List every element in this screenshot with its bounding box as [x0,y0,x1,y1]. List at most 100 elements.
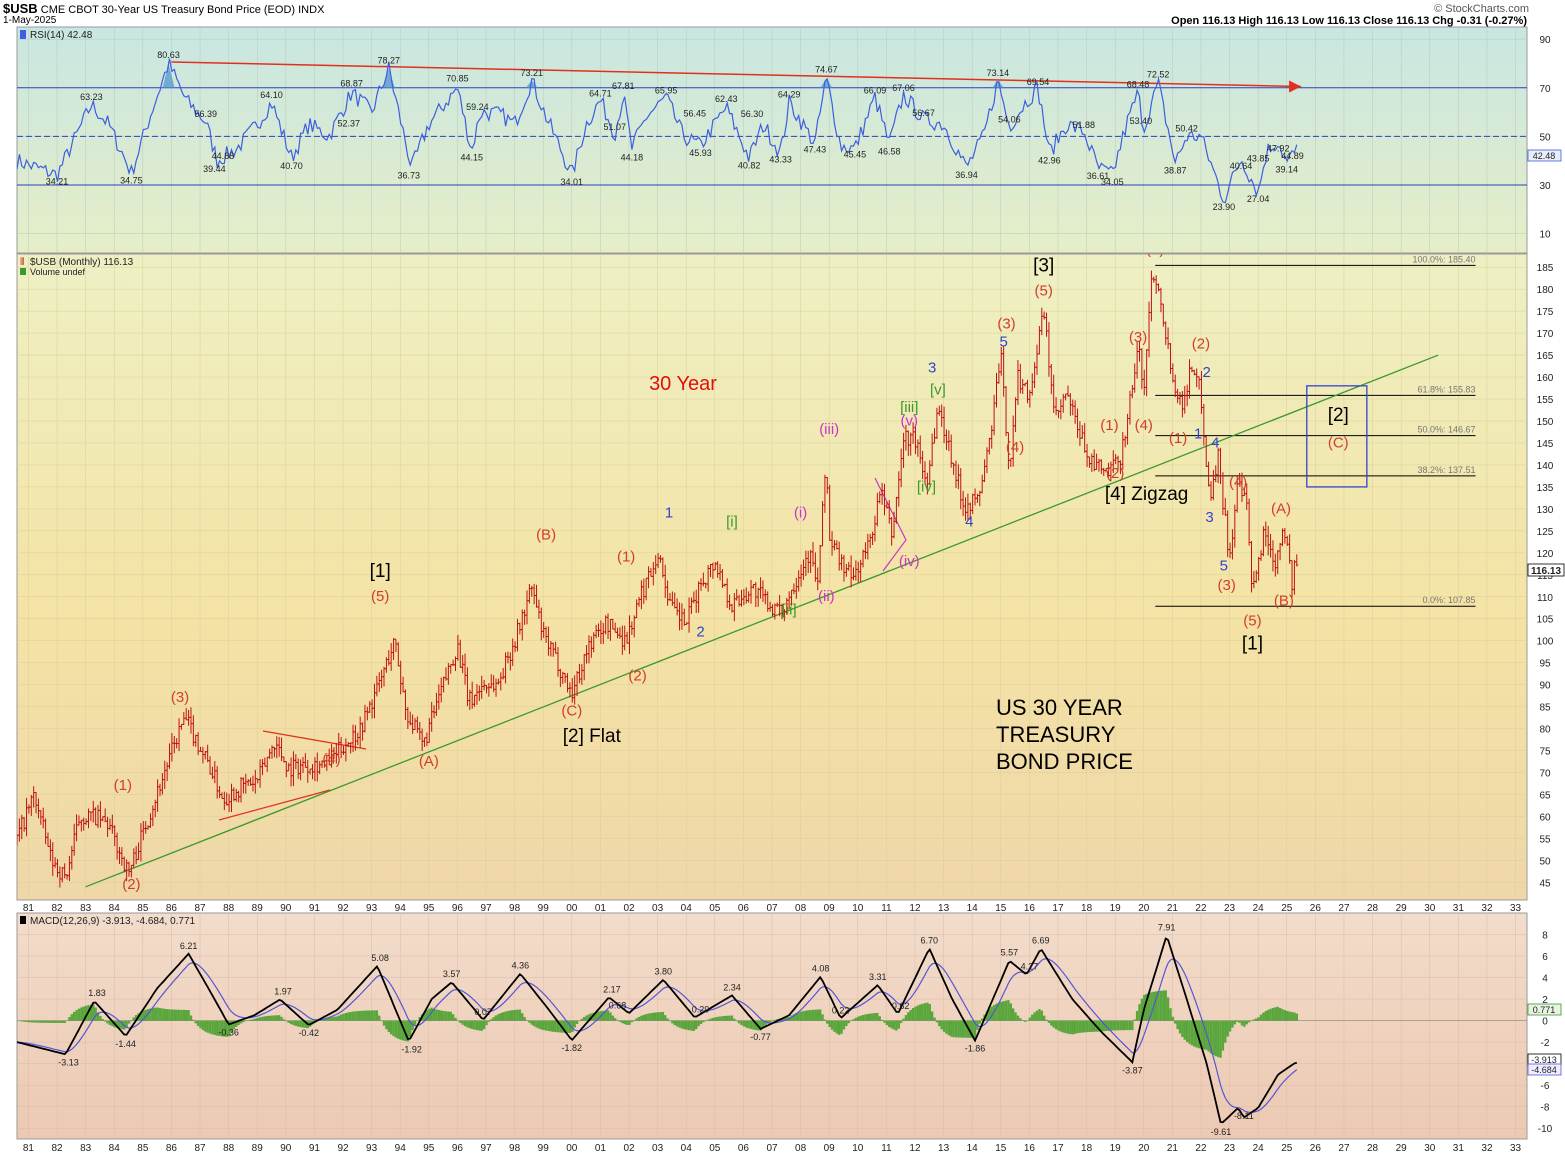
macd-hist-bar [1276,1006,1279,1021]
macd-hist-bar [416,1020,419,1021]
macd-hist-bar [401,1020,405,1041]
macd-hist-bar [563,1020,567,1033]
macd-hist-bar [437,1010,441,1021]
x-tick-label: 81 [23,1143,35,1154]
macd-hist-bar [213,1020,217,1036]
rsi-value-label: 43.85 [1247,153,1270,163]
macd-hist-bar [1197,1020,1201,1049]
macd-hist-bar [733,1018,736,1021]
x-tick-label: 10 [852,1143,864,1154]
macd-hist-bar [1014,1012,1017,1021]
macd-hist-bar [1090,1020,1094,1032]
macd-hist-bar [475,1020,479,1031]
macd-hist-bar [852,1019,855,1021]
macd-hist-bar [387,1020,390,1033]
macd-hist-bar [980,1018,984,1021]
x-tick-label: 86 [166,1143,178,1154]
wave-labels: (1) (2) (3) (4) (5) [1] (A) (B) (C) [2] Flat (1) (2… [114,254,1349,893]
macd-hist-bar [351,1011,355,1021]
x-tick-label: 05 [709,1143,721,1154]
price-y-tick: 85 [1539,703,1551,714]
x-tick-label: 87 [194,1143,206,1154]
x-tick-label: 92 [337,903,349,914]
macd-hist-bar [1278,1007,1282,1021]
macd-hist-bar [749,1020,753,1030]
macd-hist-bar [294,1020,298,1026]
macd-hist-bar [404,1020,407,1042]
macd-hist-bar [942,1020,946,1032]
macd-hist-bar [1000,1001,1003,1021]
macd-hist-bar [1164,990,1167,1021]
price-y-tick: 110 [1537,593,1553,604]
macd-hist-bar [277,1015,281,1021]
rsi-value-label: 66.09 [864,85,887,95]
macd-hist-bar [194,1020,197,1024]
macd-value-label: -0.42 [298,1028,319,1038]
x-tick-label: 17 [1052,1143,1064,1154]
macd-y-tick: 0 [1542,1017,1548,1028]
macd-hist-bar [1286,1010,1289,1021]
diagonal-wedge [874,477,907,572]
macd-hist-bar [392,1020,395,1037]
macd-hist-bar [902,1018,905,1021]
macd-hist-bar [625,1020,629,1025]
macd-hist-bar [833,1020,836,1032]
macd-hist-bar [349,1011,352,1021]
macd-hist-bar [1157,991,1160,1021]
price-y-tick: 100 [1537,637,1554,648]
macd-hist-bar [1166,997,1170,1021]
macd-hist-bar [1052,1020,1055,1028]
macd-hist-bar [1026,1020,1029,1022]
macd-hist-bar [347,1012,350,1021]
x-tick-label: 81 [23,903,35,914]
x-tick-label: 90 [280,1143,292,1154]
x-tick-label: 99 [538,1143,550,1154]
macd-hist-bar [354,1011,357,1021]
x-tick-label: 25 [1281,1143,1293,1154]
macd-hist-bar [811,1009,815,1021]
macd-hist-bar [201,1020,205,1031]
macd-hist-bar [807,1010,810,1021]
rsi-value-label: 36.94 [955,170,978,180]
macd-hist-bar [1057,1020,1060,1031]
x-tick-label: 84 [109,1143,121,1154]
price-y-tick: 135 [1537,483,1554,494]
macd-hist-bar [1240,1020,1244,1026]
macd-hist-bar [1085,1020,1089,1033]
macd-hist-bar [849,1020,853,1022]
rsi-value-label: 68.48 [1127,79,1150,89]
macd-value-label: -9.61 [1211,1127,1232,1137]
macd-hist-bar [640,1015,643,1021]
macd-hist-bar [456,1020,460,1022]
macd-hist-bar [583,1016,586,1021]
macd-hist-bar [251,1019,255,1021]
macd-hist-bar [580,1018,584,1021]
price-y-tick: 150 [1537,417,1554,428]
macd-hist-bar [1207,1020,1210,1052]
macd-hist-bar [344,1012,348,1021]
rsi-value-label: 36.73 [398,171,421,181]
price-y-tick: 130 [1537,505,1554,516]
rsi-value-label: 73.14 [987,68,1010,78]
macd-hist-bar [1112,1020,1115,1031]
macd-hist-bar [783,1017,786,1021]
macd-hist-bar [904,1015,908,1021]
macd-hist-bar [876,1012,879,1021]
macd-hist-bar [1119,1020,1122,1031]
x-tick-label: 27 [1338,903,1350,914]
macd-hist-bar [118,1020,121,1029]
rsi-value-label: 34.21 [46,177,69,187]
rsi-value-label: 42.96 [1038,155,1061,165]
macd-hist-bar [633,1020,636,1021]
macd-hist-bar [1183,1020,1186,1040]
rsi-overbought-fill [162,63,175,88]
macd-hist-bar [397,1020,400,1039]
rsi-value-label: 39.44 [203,164,226,174]
svg-text:116.13: 116.13 [1531,566,1561,577]
wave-label: (4) [322,751,340,768]
macd-hist-bar [1154,991,1158,1021]
macd-hist-bar [285,1020,288,1022]
macd-hist-bar [940,1020,943,1030]
macd-hist-bar [108,1020,112,1026]
macd-hist-bar [1081,1020,1084,1033]
